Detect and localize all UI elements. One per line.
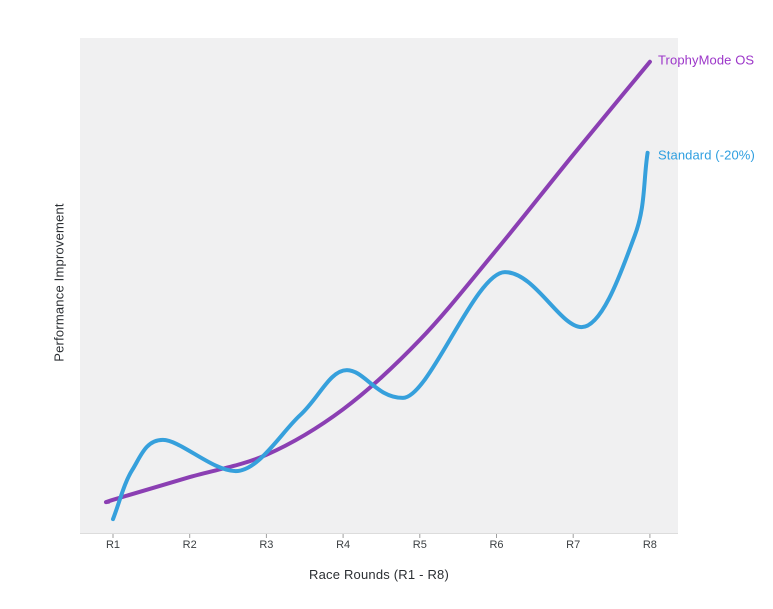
series-label-standard: Standard (-20%) bbox=[658, 147, 755, 163]
y-axis-title: Performance Improvement bbox=[51, 203, 67, 362]
x-tick-label: R5 bbox=[412, 539, 427, 551]
x-tick-label: R7 bbox=[566, 539, 581, 551]
x-axis-title: Race Rounds (R1 - R8) bbox=[308, 567, 450, 582]
series-line-standard bbox=[111, 150, 650, 522]
x-tick-label: R3 bbox=[259, 539, 274, 551]
x-tick-label: R8 bbox=[642, 539, 657, 551]
x-tick-label: R4 bbox=[336, 539, 351, 551]
series-lines bbox=[103, 59, 652, 522]
x-tick-label: R2 bbox=[182, 539, 197, 551]
plot-area bbox=[80, 38, 678, 534]
x-tick-label: R1 bbox=[105, 539, 121, 551]
series-label-trophymode: TrophyMode OS bbox=[658, 52, 755, 68]
x-axis-ticks bbox=[112, 534, 651, 538]
x-tick-label: R6 bbox=[489, 539, 504, 551]
series-line-trophymode bbox=[103, 59, 652, 505]
